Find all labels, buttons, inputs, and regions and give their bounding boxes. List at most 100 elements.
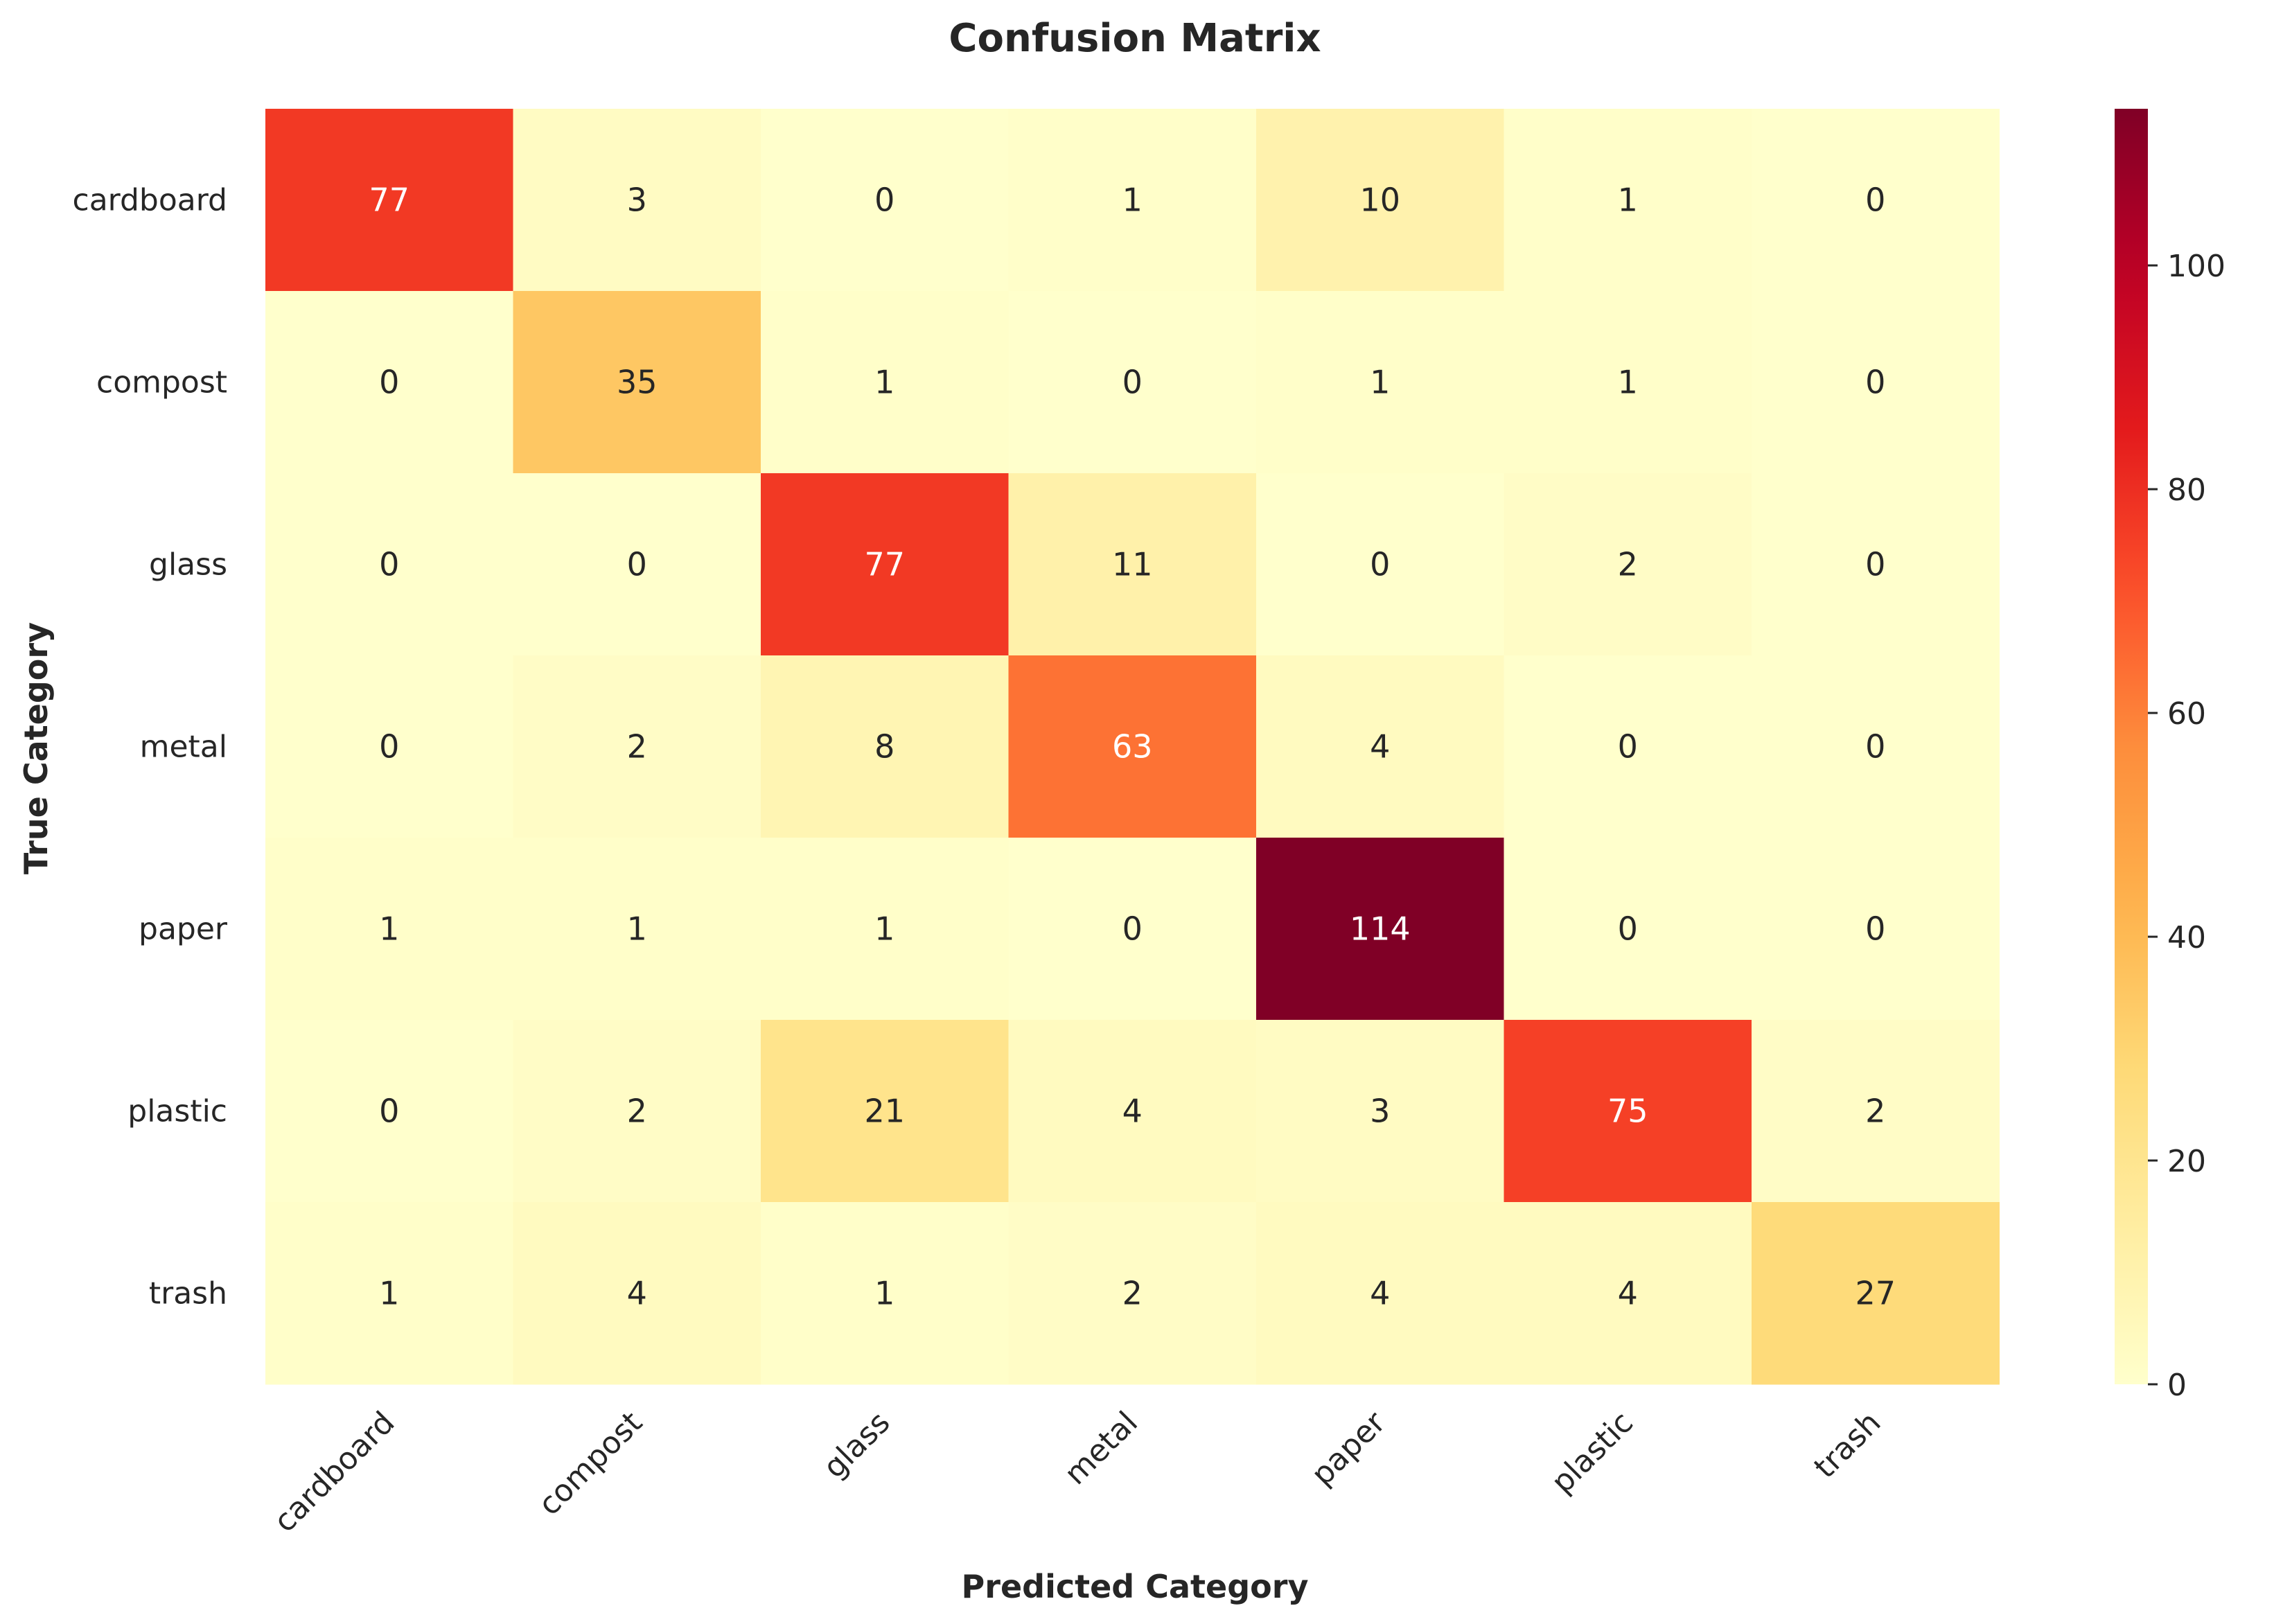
heatmap-cell (1256, 473, 1504, 656)
heatmap-cell (1504, 291, 1752, 474)
heatmap-cell (513, 291, 761, 474)
colorbar-tick-label: 40 (2167, 920, 2206, 955)
cell-value-label: 3 (627, 182, 647, 219)
cell-value-label: 77 (864, 546, 905, 583)
y-tick-label: plastic (127, 1094, 227, 1129)
y-tick-label: trash (149, 1276, 227, 1312)
heatmap-cell (265, 1020, 513, 1203)
x-tick-label: metal (1058, 1405, 1145, 1492)
x-axis-label: Predicted Category (962, 1568, 1309, 1605)
heatmap-cell (1008, 473, 1257, 656)
cell-value-label: 2 (1122, 1275, 1143, 1312)
cell-value-label: 0 (1618, 910, 1638, 948)
colorbar-tick-label: 20 (2167, 1144, 2206, 1179)
cell-value-label: 0 (379, 546, 399, 583)
heatmap-cell (265, 109, 513, 292)
heatmap-cell (1256, 1020, 1504, 1203)
heatmap-cell (265, 1202, 513, 1385)
heatmap-cell (761, 655, 1009, 838)
cell-value-label: 0 (379, 728, 399, 766)
cell-value-label: 0 (1865, 546, 1885, 583)
y-tick-label: compost (96, 365, 227, 400)
x-tick-label: plastic (1544, 1405, 1640, 1501)
colorbar-tick-label: 0 (2167, 1368, 2187, 1403)
heatmap-cell (1504, 473, 1752, 656)
heatmap-cell (1256, 655, 1504, 838)
heatmap-cell (1504, 1020, 1752, 1203)
cell-value-label: 0 (1865, 728, 1885, 766)
x-axis-tick-labels: cardboard compost glass metal paper plastic tr… (267, 1404, 1887, 1539)
cell-value-label: 2 (627, 1093, 647, 1130)
heatmap-cell (1752, 838, 2000, 1021)
heatmap-cell (1256, 291, 1504, 474)
heatmap-cell (1008, 1202, 1257, 1385)
heatmap-cell (265, 473, 513, 656)
cell-value-label: 77 (369, 182, 409, 219)
heatmap-cell (513, 109, 761, 292)
cell-value-label: 21 (864, 1093, 905, 1130)
cell-value-label: 4 (627, 1275, 647, 1312)
colorbar-tick-label: 100 (2167, 249, 2225, 284)
heatmap-cell (1504, 1202, 1752, 1385)
y-tick-label: cardboard (73, 183, 227, 218)
cell-value-label: 1 (1122, 182, 1143, 219)
cell-value-label: 0 (379, 1093, 399, 1130)
heatmap-cell (1752, 473, 2000, 656)
heatmap-cell (761, 1202, 1009, 1385)
heatmap-cell (1256, 1202, 1504, 1385)
cell-value-label: 2 (1618, 546, 1638, 583)
colorbar-tick-label: 60 (2167, 696, 2206, 732)
colorbar-tick-label: 80 (2167, 473, 2206, 508)
heatmap-cell (761, 1020, 1009, 1203)
y-axis-tick-labels: cardboard compost glass metal paper plastic tr… (73, 183, 228, 1312)
cell-value-label: 0 (1122, 364, 1143, 401)
cell-value-label: 0 (1370, 546, 1390, 583)
cell-value-label: 1 (1370, 364, 1390, 401)
heatmap-cell (761, 109, 1009, 292)
cell-value-label: 3 (1370, 1093, 1390, 1130)
cell-value-label: 75 (1607, 1093, 1648, 1130)
cell-value-label: 35 (617, 364, 658, 401)
heatmap-cell (1504, 109, 1752, 292)
colorbar (2115, 109, 2148, 1384)
x-tick-label: paper (1305, 1404, 1393, 1492)
cell-value-label: 0 (1865, 910, 1885, 948)
heatmap-cell (1008, 291, 1257, 474)
heatmap-cell (265, 655, 513, 838)
cell-value-label: 0 (1865, 182, 1885, 219)
cell-value-label: 4 (1618, 1275, 1638, 1312)
heatmap-cell (1008, 655, 1257, 838)
heatmap-cell (265, 291, 513, 474)
heatmap-cell (1752, 109, 2000, 292)
heatmap-cell (513, 1202, 761, 1385)
heatmap-cell (761, 291, 1009, 474)
cell-value-label: 1 (1618, 182, 1638, 219)
x-tick-label: glass (817, 1405, 897, 1485)
heatmap-cell (1256, 109, 1504, 292)
heatmap-cell (1504, 838, 1752, 1021)
heatmap-cell (1008, 838, 1257, 1021)
heatmap-cell-labels: 77 3 0 1 10 1 00 35 1 0 1 1 00 0 77 11 0 2 00 2 8 63 4 0 01 1 1 0 11… (369, 182, 1896, 1312)
x-tick-label: compost (531, 1405, 649, 1523)
heatmap-cell (513, 1020, 761, 1203)
cell-value-label: 1 (1618, 364, 1638, 401)
heatmap-cell (1752, 655, 2000, 838)
cell-value-label: 1 (874, 1275, 894, 1312)
cell-value-label: 1 (874, 910, 894, 948)
cell-value-label: 63 (1112, 728, 1153, 766)
heatmap-cell (1008, 109, 1257, 292)
heatmap-cell (513, 473, 761, 656)
cell-value-label: 4 (1122, 1093, 1143, 1130)
cell-value-label: 4 (1370, 1275, 1390, 1312)
heatmap-cell (761, 838, 1009, 1021)
cell-value-label: 0 (1122, 910, 1143, 948)
cell-value-label: 1 (627, 910, 647, 948)
heatmap-cell (265, 838, 513, 1021)
cell-value-label: 2 (1865, 1093, 1885, 1130)
chart-title: Confusion Matrix (949, 16, 1321, 61)
cell-value-label: 1 (379, 910, 399, 948)
cell-value-label: 1 (379, 1275, 399, 1312)
heatmap-cell (761, 473, 1009, 656)
y-tick-label: paper (139, 912, 228, 947)
